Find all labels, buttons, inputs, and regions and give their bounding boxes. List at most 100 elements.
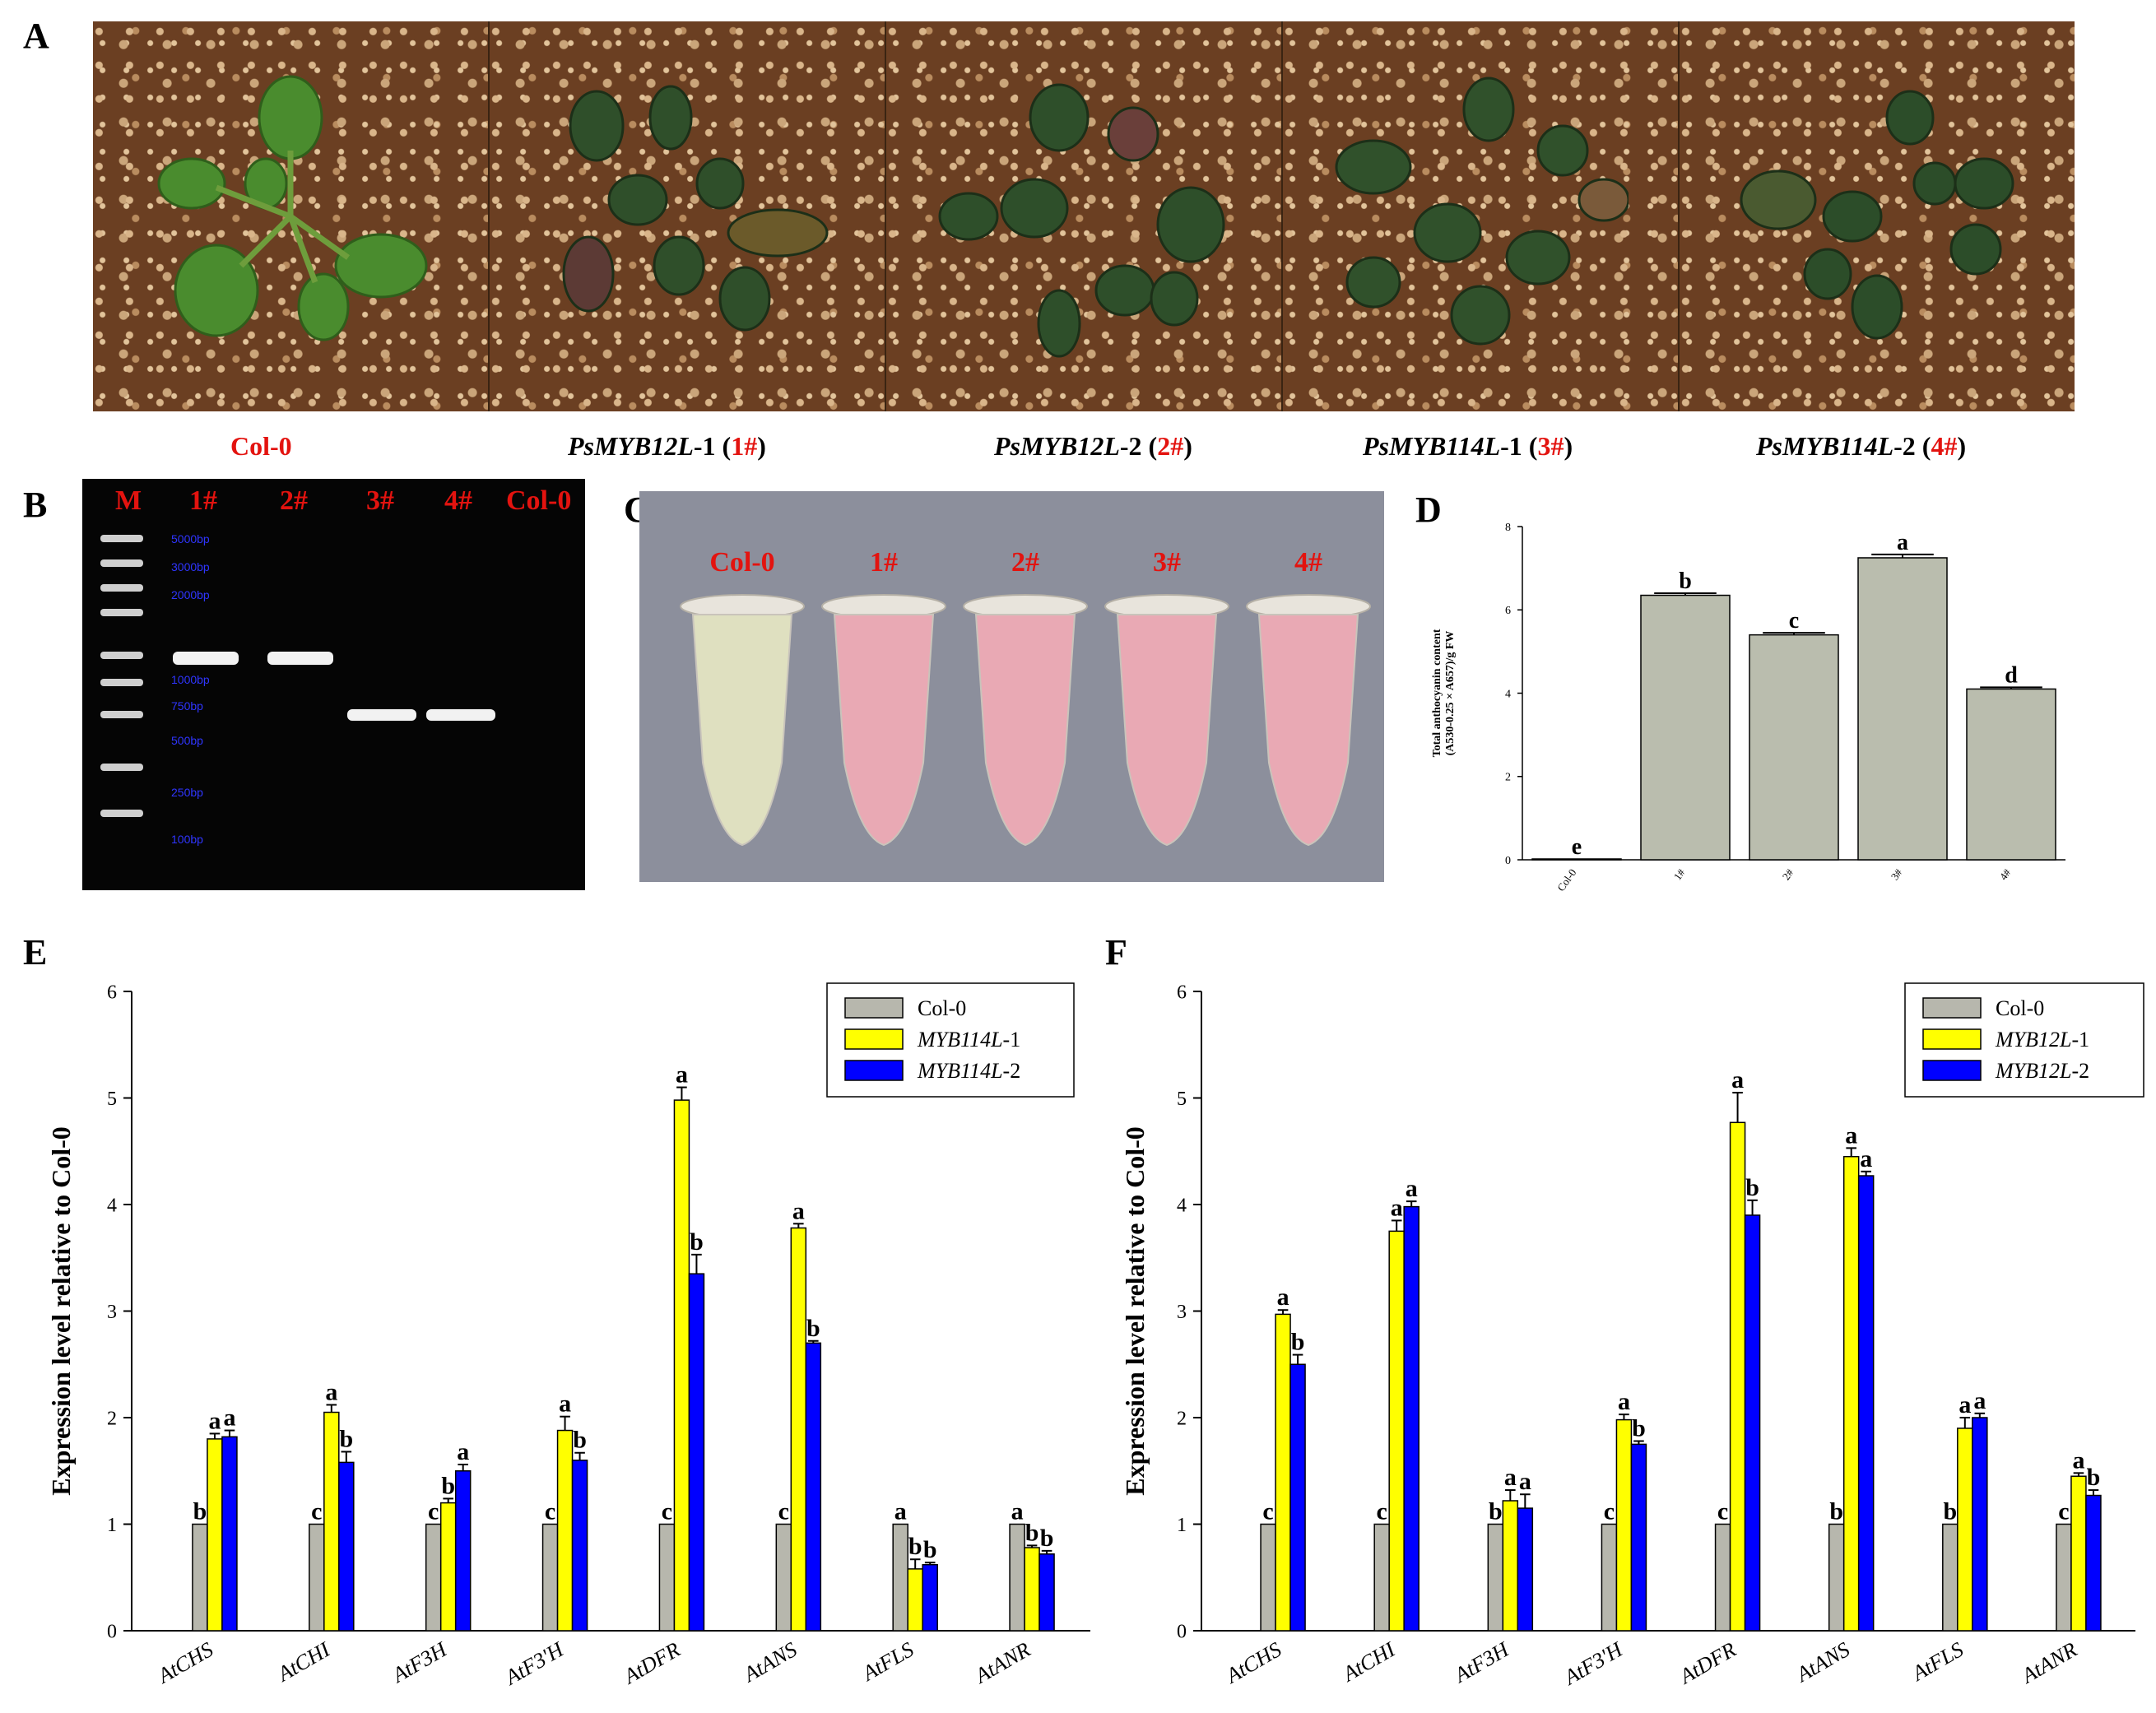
genotype-label-3: PsMYB114L-1 (3#) [1363,431,1573,461]
seedling-icon [1335,77,1629,346]
y-axis-label: Expression level relative to Col-0 [46,1126,76,1496]
bar [1966,688,2056,861]
bar [1942,1523,1959,1632]
significance-letter: a [1391,1194,1403,1221]
x-tick-label: 4# [1997,866,2014,883]
bar [192,1523,208,1632]
y-tick-label: 1 [1177,1515,1187,1536]
bar [1857,557,1948,861]
significance-letter: a [1504,1464,1517,1491]
x-tick-label: AtFLS [1907,1637,1968,1686]
significance-letter: b [573,1427,587,1454]
significance-letter: a [1959,1391,1971,1418]
bar [439,1502,457,1632]
x-tick-label: Col-0 [1554,866,1578,894]
x-tick-label: 2# [1780,866,1796,883]
legend-swatch [844,1028,904,1050]
bar [1039,1553,1055,1632]
tube-body [974,614,1076,847]
significance-letter: b [1745,1174,1759,1201]
significance-letter: c [1789,608,1799,634]
significance-letter: b [1943,1498,1957,1525]
significance-letter: a [1406,1175,1418,1202]
significance-letter: a [325,1378,337,1405]
bar [309,1523,325,1632]
significance-letter: a [1011,1498,1024,1525]
bar [571,1460,588,1632]
significance-letter: c [1604,1498,1615,1525]
significance-letter: c [778,1498,789,1525]
bar [556,1429,574,1632]
chart-f-expression-myb12l: 0 1 2 3 4 5 6 Expression level relative to Col-… [1120,982,2144,1690]
bar [1630,1443,1647,1632]
bar [1615,1418,1633,1632]
panel-letter-f: F [1105,932,1127,973]
gel-lane-label: M [115,485,142,516]
legend-swatch [844,1060,904,1081]
bar [1640,594,1731,861]
genotype-label-col0: Col-0 [230,431,292,461]
significance-letter: c [662,1498,672,1525]
legend-label: Col-0 [1996,996,2044,1020]
gel-image: M 1# 2# 3# 4# Col-0 5000bp 3000bp 2000bp… [82,479,585,890]
panel-letter-d: D [1415,490,1442,530]
x-tick-label: AtANR [2016,1637,2081,1688]
chart-e-expression-myb114l: 0 1 2 3 4 5 6 Expression level relative to Col-… [46,982,1090,1690]
significance-letter: b [690,1228,704,1256]
significance-letter: b [1632,1414,1646,1441]
tube-label: 4# [1294,547,1322,578]
significance-letter: b [339,1425,353,1452]
bar [1957,1428,1973,1632]
significance-letter: b [806,1315,820,1342]
significance-letter: a [1519,1468,1531,1495]
bar [1388,1230,1405,1632]
significance-letter: c [311,1498,322,1525]
bar [1373,1523,1390,1632]
bar [892,1523,908,1632]
y-tick-label: 4 [1505,688,1511,700]
x-tick-label: AtANS [738,1637,801,1687]
significance-letter: b [923,1536,937,1563]
y-tick-label: 6 [1177,982,1187,1003]
bar [2056,1523,2072,1632]
significance-letter: b [2087,1464,2101,1491]
x-tick-label: 3# [1889,866,1905,883]
bar [658,1523,676,1632]
bar [454,1470,472,1632]
x-tick-label: AtDFR [1675,1637,1740,1689]
bar [1403,1205,1420,1632]
significance-letter: a [1860,1145,1872,1172]
significance-letter: c [1377,1498,1387,1525]
significance-letter: a [1897,530,1908,555]
gel-lane-label: 1# [189,485,217,516]
x-tick-label: AtCHI [272,1636,335,1687]
bar [907,1568,923,1632]
plant-photo-col0 [93,21,490,411]
legend-swatch [1922,1028,1982,1050]
tube-label: Col-0 [709,547,775,578]
chart-d-anthocyanin: 0 2 4 6 8 Total anthocyanin content (A530-0.25… [1431,522,2065,894]
bar [2085,1494,2102,1632]
bar [425,1523,442,1632]
gel-lane-label: 4# [444,485,472,516]
significance-letter: b [1489,1498,1503,1525]
bar [1842,1155,1860,1632]
seedling-icon [938,83,1225,358]
tube-body [833,614,935,847]
significance-letter: a [1277,1284,1289,1311]
x-tick-label: AtF3'H [500,1636,568,1690]
bar [1972,1417,1988,1632]
bar [1275,1313,1291,1632]
legend-swatch [1922,1060,1982,1081]
tube-label: 1# [870,547,898,578]
bar [1531,858,1622,861]
significance-letter: b [1829,1498,1843,1525]
gel-lane-label: 2# [280,485,308,516]
panel-letter-a: A [23,16,49,56]
bar [1487,1523,1504,1632]
significance-letter: b [193,1498,207,1525]
y-tick-label: 6 [1505,605,1511,617]
genotype-label-1: PsMYB12L-1 (1#) [568,431,766,461]
significance-letter: a [894,1498,907,1525]
anthocyanin-tubes-photo: Col-0 1# 2# 3# 4# [639,491,1384,882]
